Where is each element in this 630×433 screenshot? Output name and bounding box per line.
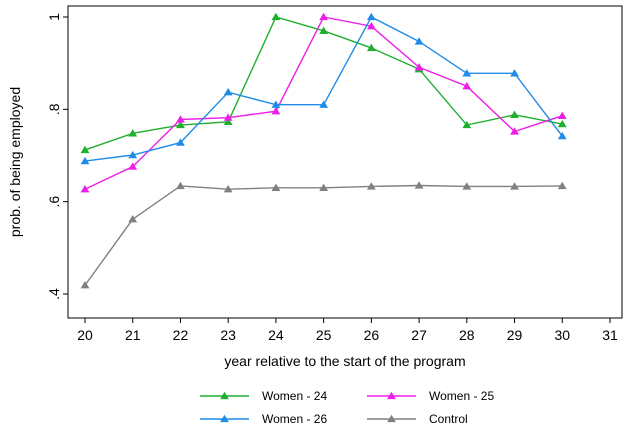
data-point-women-25	[510, 127, 519, 135]
data-point-control	[557, 181, 567, 190]
data-point-women-25	[462, 82, 472, 90]
legend-swatch-marker	[220, 414, 229, 423]
legend-label: Women - 25	[429, 389, 494, 403]
series-women-25	[80, 12, 567, 193]
legend-item-women-25: Women - 25	[367, 389, 494, 403]
data-point-women-25	[128, 162, 138, 170]
data-point-control	[366, 182, 376, 190]
data-point-women-25	[223, 113, 233, 121]
data-point-women-25	[271, 106, 281, 115]
data-point-control	[223, 185, 233, 193]
data-point-women-25	[366, 22, 376, 30]
data-point-women-24	[80, 145, 90, 154]
legend-item-women-24: Women - 24	[200, 389, 327, 403]
data-point-women-24	[223, 117, 233, 125]
x-tick-label: 31	[602, 327, 618, 343]
y-tick-label: 1	[46, 13, 62, 21]
y-tick-label: .8	[46, 103, 62, 115]
x-tick-label: 26	[364, 327, 380, 343]
legend-swatch-marker	[387, 391, 396, 400]
data-point-women-26	[128, 150, 138, 159]
data-point-women-24	[271, 12, 281, 21]
series-control	[80, 181, 567, 289]
data-point-women-26	[366, 12, 376, 21]
data-point-women-24	[557, 119, 567, 128]
data-point-women-24	[510, 110, 519, 119]
legend-item-control: Control	[367, 412, 468, 426]
data-point-control	[462, 182, 472, 190]
data-point-women-24	[176, 120, 185, 129]
data-point-women-24	[319, 26, 329, 34]
data-point-women-26	[223, 88, 233, 96]
legend-item-women-26: Women - 26	[200, 412, 327, 426]
data-point-women-25	[80, 185, 90, 193]
data-point-control	[319, 183, 329, 191]
x-tick-label: 30	[554, 327, 570, 343]
series-layer	[80, 12, 567, 289]
data-point-women-26	[557, 131, 567, 140]
data-point-women-24	[128, 129, 138, 137]
data-point-control	[176, 181, 185, 190]
data-point-women-24	[366, 43, 376, 52]
x-axis: 20 21 22 23 24 25 26 27 28 29 30 31	[77, 318, 618, 343]
y-tick-label: .6	[46, 196, 62, 208]
x-tick-label: 25	[316, 327, 332, 343]
data-point-control	[80, 281, 90, 289]
data-point-women-25	[557, 111, 567, 119]
y-axis: .4 .6 .8 1	[46, 13, 68, 300]
data-point-women-26	[510, 69, 519, 77]
data-point-women-26	[319, 100, 329, 108]
legend-swatch-marker	[387, 414, 396, 423]
data-point-women-26	[80, 156, 90, 165]
data-point-women-26	[414, 37, 424, 45]
x-tick-label: 20	[77, 327, 93, 343]
legend-label: Control	[429, 412, 468, 426]
x-tick-label: 29	[507, 327, 523, 343]
data-point-women-25	[414, 63, 424, 71]
data-point-control	[128, 215, 138, 223]
legend: Women - 24 Women - 25 Women - 26 Control	[200, 389, 494, 426]
data-point-women-25	[176, 115, 185, 123]
series-women-24	[80, 12, 567, 154]
legend-label: Women - 24	[262, 389, 327, 403]
x-tick-label: 28	[459, 327, 475, 343]
x-tick-label: 27	[411, 327, 427, 343]
x-tick-label: 22	[173, 327, 189, 343]
x-tick-label: 23	[220, 327, 236, 343]
data-point-control	[271, 183, 281, 191]
x-tick-label: 24	[268, 327, 284, 343]
data-point-women-26	[462, 69, 472, 77]
series-women-26	[80, 12, 567, 165]
data-point-women-26	[271, 100, 281, 108]
data-point-women-26	[176, 138, 185, 146]
data-point-control	[414, 181, 424, 189]
plot-area	[67, 5, 623, 319]
data-point-women-25	[319, 12, 329, 21]
y-axis-title: prob. of being employed	[7, 87, 23, 237]
data-point-women-24	[462, 120, 472, 129]
data-point-control	[510, 182, 519, 190]
x-axis-title: year relative to the start of the progra…	[224, 353, 465, 369]
legend-label: Women - 26	[262, 412, 327, 426]
legend-swatch-marker	[220, 391, 229, 400]
x-tick-label: 21	[125, 327, 141, 343]
y-tick-label: .4	[46, 288, 62, 300]
